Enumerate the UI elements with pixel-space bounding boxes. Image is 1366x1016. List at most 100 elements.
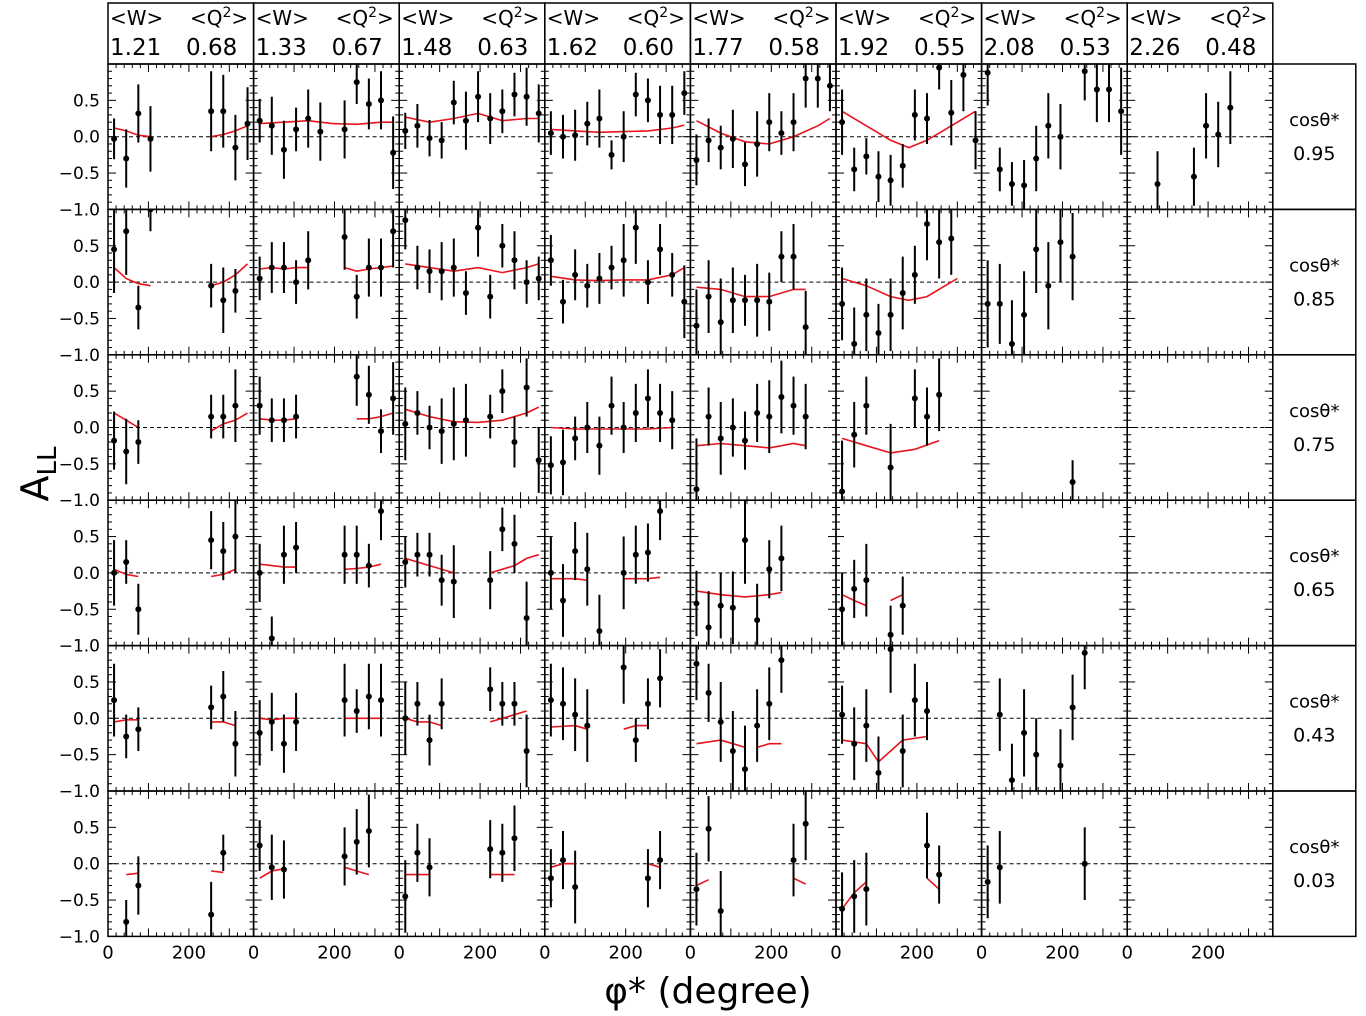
data-point: [620, 133, 627, 140]
q2-superscript: 2: [1096, 5, 1105, 21]
data-point: [511, 700, 518, 707]
data-point: [754, 140, 761, 147]
panel: [1126, 499, 1274, 647]
data-point: [1008, 180, 1015, 187]
row-label-cos-theta: cosθ*: [1289, 110, 1339, 131]
data-point: [669, 417, 676, 424]
y-tick-label: 0.0: [73, 855, 100, 875]
x-tick-label: 200: [317, 942, 351, 963]
q2-value: 0.53: [1060, 35, 1111, 61]
data-point: [948, 109, 955, 116]
data-point: [996, 864, 1003, 871]
x-tick-label: 200: [1045, 942, 1079, 963]
q2-label: <Q: [918, 6, 951, 30]
data-point: [705, 293, 712, 300]
data-point: [268, 264, 275, 271]
panel-content: [402, 667, 530, 788]
data-point: [220, 297, 227, 304]
data-point: [632, 551, 639, 558]
column-header-labels: <W> <Q2>: [256, 5, 394, 30]
data-point: [378, 264, 384, 271]
panel-content: [402, 805, 518, 933]
model-curve: [696, 739, 746, 749]
data-point: [657, 675, 664, 682]
data-point: [657, 508, 664, 515]
y-tick-label: 0.0: [73, 128, 100, 148]
panel: [544, 790, 692, 938]
panel: [835, 644, 983, 792]
data-point: [293, 279, 300, 286]
data-point: [766, 298, 773, 305]
data-point: [378, 97, 384, 104]
data-point: [244, 120, 251, 127]
data-point: [972, 137, 979, 144]
data-point: [353, 838, 360, 845]
data-point: [111, 569, 118, 576]
data-point: [608, 402, 615, 409]
panel-content: [839, 543, 906, 646]
data-point: [620, 664, 627, 671]
data-point: [839, 905, 846, 912]
data-point: [596, 628, 603, 635]
model-curve: [211, 870, 224, 874]
x-tick-label: 0: [1121, 942, 1132, 963]
panel-content: [984, 827, 1088, 919]
panel: [252, 208, 400, 356]
panel-content: [111, 663, 239, 777]
panel-content: [839, 645, 930, 791]
panel-content: [402, 358, 542, 493]
data-point: [111, 437, 118, 444]
data-point: [814, 75, 821, 82]
model-curve: [647, 862, 661, 869]
q2-label: <Q: [1064, 6, 1097, 30]
data-point: [863, 402, 870, 409]
data-point: [499, 700, 506, 707]
data-point: [232, 533, 239, 540]
y-tick-label: 0.5: [73, 673, 100, 693]
model-curve: [489, 553, 539, 574]
row-label-cos-theta: cosθ*: [1289, 692, 1339, 713]
data-point: [1008, 777, 1015, 784]
data-point: [1008, 340, 1015, 347]
model-curve: [344, 563, 382, 571]
q2-superscript: 2: [659, 5, 668, 21]
model-curve: [259, 563, 297, 568]
panel: [835, 354, 983, 501]
data-point: [790, 119, 797, 126]
data-point: [729, 604, 736, 611]
data-point: [863, 153, 870, 160]
data-point: [208, 704, 215, 711]
data-point: [851, 585, 858, 592]
data-point: [414, 551, 421, 558]
data-point: [644, 395, 651, 402]
model-curve: [623, 576, 661, 580]
data-point: [232, 144, 239, 151]
data-point: [681, 90, 688, 97]
data-point: [426, 268, 433, 275]
data-point: [1093, 86, 1100, 93]
data-point: [499, 526, 506, 533]
data-point: [450, 99, 457, 106]
y-axis-label: ALL: [13, 446, 63, 501]
data-point: [256, 569, 263, 576]
data-point: [911, 111, 918, 118]
column-header-labels: <W> <Q2>: [401, 5, 539, 30]
data-point: [135, 304, 142, 311]
data-point: [208, 282, 215, 289]
y-tick-label: −1.0: [59, 200, 100, 220]
w-value: 1.62: [547, 35, 598, 61]
data-point: [1154, 180, 1161, 187]
panel: [107, 354, 255, 501]
y-tick-label: 0.0: [73, 709, 100, 729]
data-point: [742, 437, 748, 444]
panel-content: [547, 71, 688, 170]
data-point: [705, 689, 712, 696]
row-label-cos-theta: cosθ*: [1289, 401, 1339, 422]
model-curve: [550, 124, 685, 134]
data-point: [547, 257, 554, 264]
panel: [980, 790, 1128, 938]
data-point: [632, 737, 639, 744]
data-point: [996, 166, 1003, 173]
data-point: [984, 300, 991, 307]
model-curve: [113, 267, 151, 287]
